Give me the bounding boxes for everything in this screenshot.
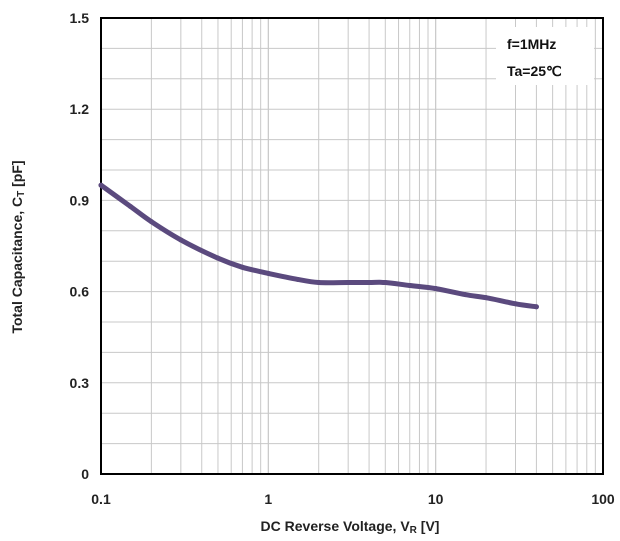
data-point — [533, 304, 539, 310]
data-point — [178, 237, 184, 243]
x-tick-label: 10 — [428, 491, 444, 507]
data-point — [98, 182, 104, 188]
y-tick-label: 0.3 — [70, 375, 90, 391]
data-point — [513, 301, 519, 307]
data-point — [462, 292, 468, 298]
y-tick-label: 1.2 — [70, 101, 90, 117]
data-point — [366, 279, 372, 285]
data-point — [215, 255, 221, 261]
data-point — [382, 279, 388, 285]
y-tick-label: 1.5 — [70, 10, 90, 26]
data-point — [295, 276, 301, 282]
data-point — [265, 270, 271, 276]
y-tick-label: 0 — [81, 466, 89, 482]
x-tick-labels: 0.1 1 10 100 — [91, 491, 615, 507]
grid — [100, 17, 604, 475]
data-point — [127, 203, 133, 209]
x-tick-label: 100 — [591, 491, 615, 507]
legend-box — [496, 27, 594, 85]
y-tick-label: 0.9 — [70, 192, 90, 208]
data-point — [148, 219, 154, 225]
annotation-temperature: Ta=25℃ — [507, 63, 562, 79]
data-point — [239, 264, 245, 270]
x-axis-label: DC Reverse Voltage, VR [V] — [261, 518, 440, 536]
plot-frame — [100, 17, 604, 475]
data-points — [98, 182, 539, 310]
y-axis-label: Total Capacitance, CT [pF] — [9, 160, 27, 333]
y-tick-labels: 0 0.3 0.6 0.9 1.2 1.5 — [70, 10, 90, 482]
x-tick-label: 1 — [264, 491, 272, 507]
data-point — [316, 279, 322, 285]
data-point — [345, 279, 351, 285]
y-tick-label: 0.6 — [70, 284, 90, 300]
annotation-frequency: f=1MHz — [507, 36, 556, 52]
data-point — [407, 283, 413, 289]
data-point — [483, 295, 489, 301]
x-tick-label: 0.1 — [91, 491, 111, 507]
data-point — [433, 286, 439, 292]
